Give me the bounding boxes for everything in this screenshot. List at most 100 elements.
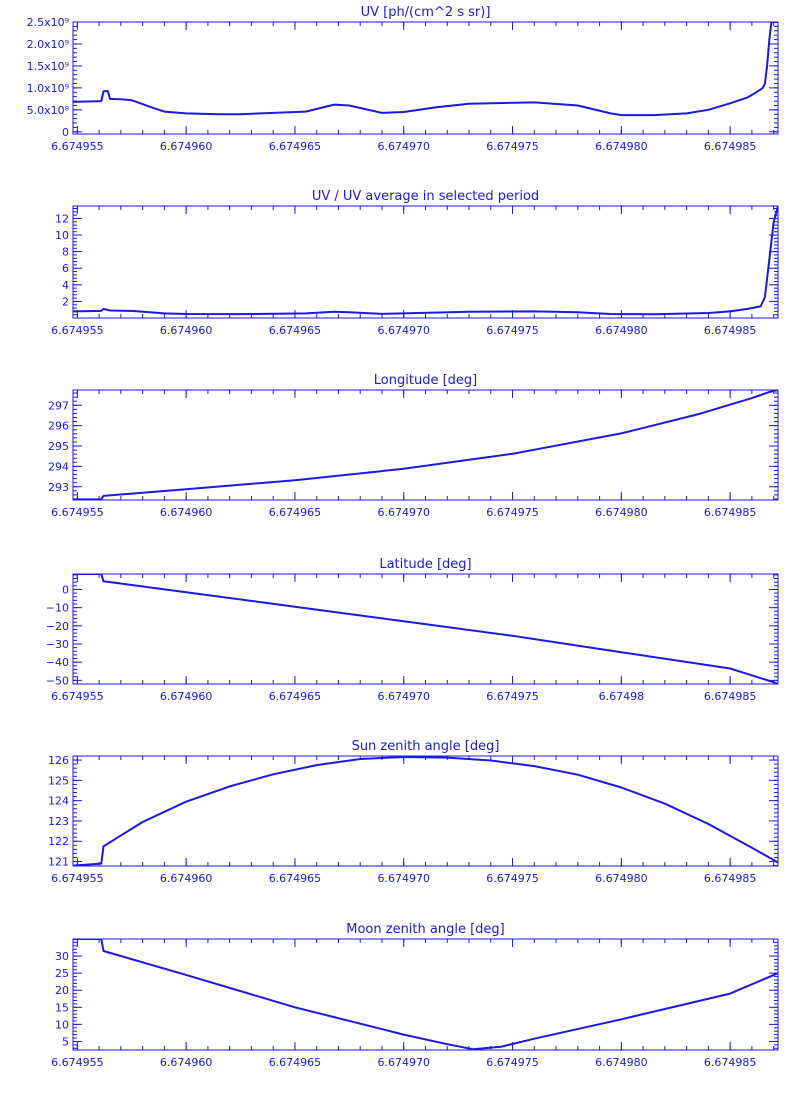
x-tick-label: 6.674955	[51, 1056, 104, 1069]
y-tick-label: 15	[55, 1001, 69, 1014]
y-tick-label: 121	[48, 856, 69, 869]
chart-title: UV / UV average in selected period	[312, 189, 539, 204]
x-tick-label: 6.674960	[160, 1056, 213, 1069]
x-tick-label: 6.674980	[595, 872, 648, 885]
y-tick-label: 8	[62, 246, 69, 259]
chart-title: UV [ph/(cm^2 s sr)]	[361, 5, 491, 20]
chart-panel-2: UV / UV average in selected period 6.6749…	[51, 189, 779, 337]
y-tick-label: 294	[48, 460, 69, 473]
x-tick-label: 6.674985	[704, 324, 757, 337]
y-tick-label: 2.5x10⁹	[27, 16, 69, 29]
x-tick-label: 6.674985	[704, 1056, 757, 1069]
y-tick-label: 12	[55, 212, 69, 225]
chart-panel-3: Longitude [deg] 6.674955 6.674960 6.674965 6…	[48, 373, 779, 519]
y-tick-label: −20	[46, 620, 69, 633]
data-series-line	[73, 939, 778, 1050]
y-tick-label: 296	[48, 420, 69, 433]
x-tick-label: 6.674975	[486, 872, 539, 885]
x-tick-label: 6.674970	[377, 690, 430, 703]
x-tick-label: 6.674960	[160, 690, 213, 703]
y-tick-label: −30	[46, 638, 69, 651]
x-tick-label: 6.674975	[486, 324, 539, 337]
y-tick-label: 25	[55, 967, 69, 980]
y-tick-label: 293	[48, 481, 69, 494]
x-tick-label: 6.674980	[595, 1056, 648, 1069]
chart-panel-6: Moon zenith angle [deg] 6.674955 6.674960 6…	[51, 922, 779, 1069]
x-tick-label: 6.674980	[595, 140, 648, 153]
x-tick-label: 6.674985	[704, 690, 757, 703]
x-tick-label: 6.674960	[160, 506, 213, 519]
y-tick-label: 124	[48, 795, 69, 808]
y-tick-label: 122	[48, 835, 69, 848]
y-tick-label: 1.5x10⁹	[27, 60, 69, 73]
y-tick-label: 2.0x10⁹	[27, 38, 69, 51]
chart-panel-4: Latitude [deg] 6.674955 6.674960 6.674965 6.…	[46, 557, 779, 703]
x-tick-label: 6.674970	[377, 872, 430, 885]
y-tick-label: 20	[55, 984, 69, 997]
plot-frame	[72, 205, 779, 319]
y-tick-label: 4	[62, 279, 69, 292]
y-tick-label: 10	[55, 229, 69, 242]
x-tick-label: 6.674955	[51, 690, 104, 703]
y-tick-label: 1.0x10⁹	[27, 82, 69, 95]
axis-ticks	[73, 390, 778, 500]
y-tick-label: −10	[46, 602, 69, 615]
y-tick-label: 10	[55, 1018, 69, 1031]
x-tick-label: 6.674985	[704, 506, 757, 519]
axis-ticks	[73, 206, 778, 318]
y-tick-label: 125	[48, 774, 69, 787]
x-tick-label: 6.67498	[599, 690, 645, 703]
x-tick-label: 6.674965	[269, 690, 322, 703]
x-tick-label: 6.674970	[377, 1056, 430, 1069]
y-tick-label: 6	[62, 262, 69, 275]
x-tick-label: 6.674975	[486, 690, 539, 703]
x-tick-label: 6.674970	[377, 324, 430, 337]
plot-frame	[72, 389, 779, 501]
x-tick-label: 6.674965	[269, 506, 322, 519]
chart-panel-1: UV [ph/(cm^2 s sr)] 6.674955 6.674960 6.674…	[27, 5, 779, 153]
x-tick-label: 6.674985	[704, 140, 757, 153]
chart-title: Longitude [deg]	[374, 373, 477, 388]
x-tick-label: 6.674975	[486, 1056, 539, 1069]
axis-ticks	[73, 938, 778, 1050]
x-tick-label: 6.674980	[595, 506, 648, 519]
plot-frame	[72, 21, 779, 135]
x-tick-label: 6.674965	[269, 324, 322, 337]
x-tick-label: 6.674980	[595, 324, 648, 337]
x-tick-label: 6.674955	[51, 140, 104, 153]
plot-frame	[72, 755, 779, 867]
axis-ticks	[73, 574, 778, 685]
x-tick-label: 6.674985	[704, 872, 757, 885]
y-tick-label: 295	[48, 440, 69, 453]
chart-title: Moon zenith angle [deg]	[346, 922, 504, 937]
x-tick-label: 6.674965	[269, 140, 322, 153]
y-tick-label: 0	[62, 126, 69, 139]
y-tick-label: −50	[46, 674, 69, 687]
x-tick-label: 6.674960	[160, 872, 213, 885]
y-tick-label: 5	[62, 1035, 69, 1048]
data-series-line	[73, 22, 778, 117]
x-tick-label: 6.674965	[269, 1056, 322, 1069]
data-series-line	[73, 390, 778, 500]
axis-ticks	[73, 755, 778, 867]
x-tick-label: 6.674975	[486, 506, 539, 519]
y-tick-label: 126	[48, 754, 69, 767]
y-tick-label: 297	[48, 399, 69, 412]
x-tick-label: 6.674970	[377, 506, 430, 519]
y-tick-label: 2	[62, 295, 69, 308]
y-tick-label: 0	[62, 583, 69, 596]
data-series-line	[73, 574, 778, 684]
x-tick-label: 6.674955	[51, 324, 104, 337]
chart-title: Sun zenith angle [deg]	[352, 739, 500, 754]
plot-frame	[72, 938, 779, 1051]
x-tick-label: 6.674960	[160, 324, 213, 337]
chart-title: Latitude [deg]	[379, 557, 471, 572]
y-tick-label: 5.0x10⁸	[27, 104, 70, 117]
data-series-line	[73, 756, 778, 866]
data-series-line	[73, 206, 778, 316]
y-tick-label: 30	[55, 950, 69, 963]
x-tick-label: 6.674975	[486, 140, 539, 153]
x-tick-label: 6.674955	[51, 506, 104, 519]
chart-panel-5: Sun zenith angle [deg] 6.674955 6.674960 6.…	[48, 739, 779, 885]
